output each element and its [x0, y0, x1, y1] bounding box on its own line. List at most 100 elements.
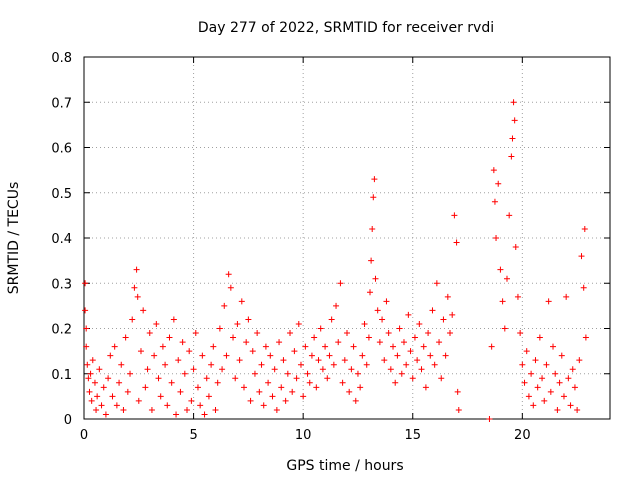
data-point — [431, 361, 438, 368]
data-point — [532, 357, 539, 364]
data-point — [420, 343, 427, 350]
data-point — [245, 316, 252, 323]
data-point — [534, 384, 541, 391]
data-point — [221, 302, 228, 309]
data-point — [94, 393, 101, 400]
data-point — [116, 379, 123, 386]
data-point — [111, 343, 118, 350]
data-point — [497, 266, 504, 273]
data-point — [372, 275, 379, 282]
data-point — [118, 361, 125, 368]
data-point — [83, 325, 90, 332]
data-point — [265, 379, 272, 386]
data-point — [238, 298, 245, 305]
data-point — [337, 280, 344, 287]
data-point — [267, 352, 274, 359]
x-tick-label: 15 — [404, 428, 421, 443]
data-point — [291, 348, 298, 355]
data-point — [315, 357, 322, 364]
data-point — [371, 176, 378, 183]
data-point — [127, 370, 134, 377]
data-point — [86, 388, 93, 395]
data-point — [569, 366, 576, 373]
data-point — [159, 343, 166, 350]
x-tick-label: 10 — [295, 428, 312, 443]
data-point — [425, 330, 432, 337]
data-point — [499, 298, 506, 305]
data-point — [433, 280, 440, 287]
data-point — [407, 348, 414, 355]
data-point — [528, 370, 535, 377]
data-point — [289, 388, 296, 395]
data-point — [495, 180, 502, 187]
data-point — [199, 352, 206, 359]
data-point — [455, 406, 462, 413]
grid — [84, 57, 610, 419]
data-point — [162, 361, 169, 368]
data-point — [330, 361, 337, 368]
data-point — [370, 194, 377, 201]
data-point — [369, 225, 376, 232]
data-point — [556, 379, 563, 386]
data-point — [403, 361, 410, 368]
data-point — [100, 384, 107, 391]
data-point — [184, 406, 191, 413]
data-point — [514, 293, 521, 300]
data-point — [560, 393, 567, 400]
data-point — [341, 357, 348, 364]
data-point — [398, 370, 405, 377]
data-point — [543, 361, 550, 368]
data-point — [223, 352, 230, 359]
data-point — [164, 402, 171, 409]
data-point — [385, 330, 392, 337]
data-point — [236, 357, 243, 364]
data-point — [91, 379, 98, 386]
data-point — [302, 343, 309, 350]
data-point — [129, 316, 136, 323]
data-point — [536, 334, 543, 341]
data-point — [422, 384, 429, 391]
x-tick-label: 20 — [514, 428, 531, 443]
data-point — [280, 357, 287, 364]
data-point — [558, 352, 565, 359]
data-point — [442, 352, 449, 359]
data-point — [181, 370, 188, 377]
data-point — [346, 388, 353, 395]
data-point — [227, 284, 234, 291]
chart-title: Day 277 of 2022, SRMTID for receiver rvd… — [198, 20, 494, 36]
data-point — [240, 384, 247, 391]
y-axis-label: SRMTID / TECUs — [6, 182, 22, 295]
data-point — [120, 406, 127, 413]
data-point — [186, 348, 193, 355]
data-point — [102, 411, 109, 418]
data-point — [359, 352, 366, 359]
data-point — [319, 366, 326, 373]
data-point — [122, 334, 129, 341]
data-point — [192, 330, 199, 337]
data-point — [113, 402, 120, 409]
data-point — [368, 257, 375, 264]
data-point — [308, 352, 315, 359]
data-point — [414, 357, 421, 364]
data-point — [216, 325, 223, 332]
data-point — [390, 343, 397, 350]
data-point — [416, 320, 423, 327]
data-point — [109, 393, 116, 400]
data-point — [133, 266, 140, 273]
data-point — [326, 352, 333, 359]
data-point — [335, 339, 342, 346]
data-point — [486, 416, 493, 422]
x-axis-ticks: 0 5 10 15 20 — [80, 57, 531, 443]
y-tick-label: 0 — [64, 413, 72, 428]
data-point — [105, 375, 112, 382]
data-point — [511, 117, 518, 124]
data-point — [153, 320, 160, 327]
data-point — [449, 311, 456, 318]
data-point — [352, 397, 359, 404]
data-point — [144, 366, 151, 373]
data-point — [168, 379, 175, 386]
data-point — [509, 135, 516, 142]
data-point — [284, 370, 291, 377]
data-point — [512, 244, 519, 251]
data-point — [581, 225, 588, 232]
